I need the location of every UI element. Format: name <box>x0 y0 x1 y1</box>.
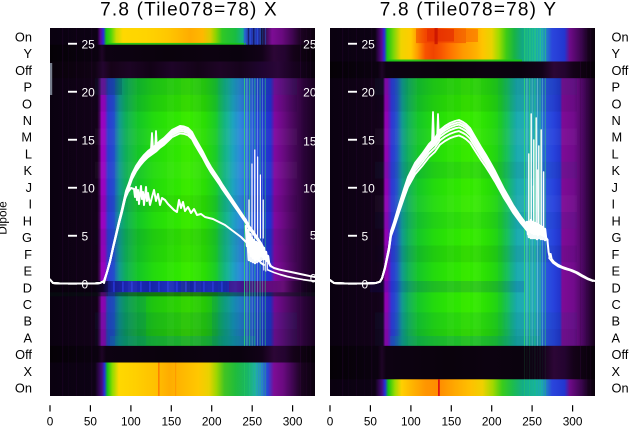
svg-text:Off: Off <box>15 63 32 78</box>
svg-text:N: N <box>23 113 32 128</box>
svg-text:10: 10 <box>362 181 376 195</box>
svg-text:150: 150 <box>441 415 461 429</box>
svg-text:Y: Y <box>23 46 32 61</box>
svg-text:5: 5 <box>362 229 369 243</box>
svg-text:50: 50 <box>364 415 378 429</box>
svg-text:G: G <box>22 230 32 245</box>
svg-text:5: 5 <box>82 229 89 243</box>
svg-text:K: K <box>612 163 621 178</box>
svg-text:J: J <box>612 180 618 195</box>
svg-text:20: 20 <box>303 85 317 99</box>
svg-text:250: 250 <box>522 415 542 429</box>
svg-text:I: I <box>612 197 616 212</box>
svg-text:L: L <box>612 147 619 162</box>
svg-text:P: P <box>612 80 621 95</box>
svg-text:7.8 (Tile078=78) Y: 7.8 (Tile078=78) Y <box>380 0 557 21</box>
svg-text:X: X <box>23 364 32 379</box>
svg-text:0: 0 <box>310 271 317 285</box>
svg-text:100: 100 <box>121 415 141 429</box>
svg-text:0: 0 <box>82 277 89 291</box>
svg-text:25: 25 <box>303 37 317 51</box>
svg-text:50: 50 <box>84 415 98 429</box>
svg-text:A: A <box>612 331 621 346</box>
svg-text:L: L <box>25 147 32 162</box>
svg-text:F: F <box>612 247 620 262</box>
svg-text:Y: Y <box>612 46 621 61</box>
svg-text:P: P <box>23 80 32 95</box>
svg-text:20: 20 <box>82 85 96 99</box>
svg-text:On: On <box>612 381 629 396</box>
svg-text:E: E <box>23 264 32 279</box>
svg-text:150: 150 <box>161 415 181 429</box>
svg-text:On: On <box>15 29 32 44</box>
svg-text:10: 10 <box>82 181 96 195</box>
svg-text:300: 300 <box>563 415 583 429</box>
svg-text:0: 0 <box>47 415 54 429</box>
svg-text:15: 15 <box>303 134 317 148</box>
svg-text:300: 300 <box>283 415 303 429</box>
svg-text:On: On <box>612 29 629 44</box>
svg-text:15: 15 <box>362 133 376 147</box>
svg-text:J: J <box>26 180 32 195</box>
svg-text:A: A <box>23 331 32 346</box>
svg-text:25: 25 <box>82 37 96 51</box>
svg-text:Off: Off <box>612 63 629 78</box>
svg-text:10: 10 <box>303 181 317 195</box>
svg-text:N: N <box>612 113 621 128</box>
svg-text:H: H <box>612 213 621 228</box>
svg-text:B: B <box>23 314 32 329</box>
svg-text:200: 200 <box>202 415 222 429</box>
svg-text:O: O <box>612 96 622 111</box>
svg-text:20: 20 <box>362 85 376 99</box>
svg-text:G: G <box>612 230 622 245</box>
svg-text:K: K <box>23 163 32 178</box>
svg-text:X: X <box>612 364 621 379</box>
svg-text:M: M <box>612 130 623 145</box>
svg-text:E: E <box>612 264 621 279</box>
svg-text:0: 0 <box>362 277 369 291</box>
svg-text:O: O <box>22 96 32 111</box>
svg-text:200: 200 <box>482 415 502 429</box>
svg-text:Off: Off <box>15 347 32 362</box>
svg-text:B: B <box>612 314 621 329</box>
svg-text:0: 0 <box>327 415 334 429</box>
svg-text:Off: Off <box>612 347 629 362</box>
svg-text:15: 15 <box>82 133 96 147</box>
svg-text:F: F <box>24 247 32 262</box>
svg-text:M: M <box>21 130 32 145</box>
svg-text:Dipole: Dipole <box>0 201 10 235</box>
svg-text:On: On <box>15 381 32 396</box>
svg-text:D: D <box>23 280 32 295</box>
svg-text:I: I <box>28 197 32 212</box>
svg-text:C: C <box>612 297 621 312</box>
svg-text:D: D <box>612 280 621 295</box>
svg-text:5: 5 <box>310 228 317 242</box>
svg-text:7.8 (Tile078=78) X: 7.8 (Tile078=78) X <box>100 0 278 21</box>
svg-text:C: C <box>23 297 32 312</box>
svg-text:25: 25 <box>362 37 376 51</box>
svg-text:250: 250 <box>242 415 262 429</box>
svg-text:H: H <box>23 213 32 228</box>
svg-text:100: 100 <box>401 415 421 429</box>
